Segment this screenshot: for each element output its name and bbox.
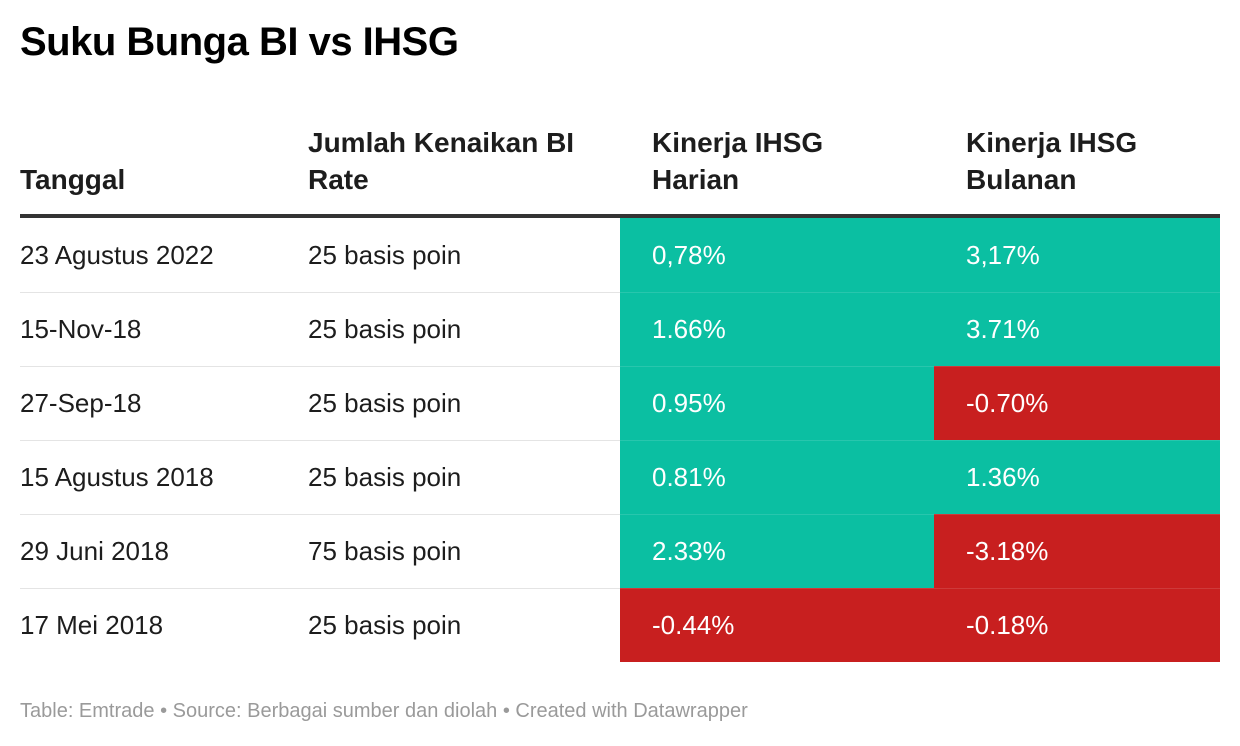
table-row: 17 Mei 2018 25 basis poin -0.44% -0.18% (20, 588, 1220, 662)
cell-kinerja-harian: 2.33% (620, 514, 934, 588)
chart-title: Suku Bunga BI vs IHSG (20, 20, 459, 64)
cell-kinerja-bulanan: -0.18% (934, 588, 1220, 662)
cell-tanggal: 17 Mei 2018 (20, 588, 308, 662)
data-table: Tanggal Jumlah Kenaikan BI Rate Kinerja … (20, 118, 1220, 662)
column-header-kinerja-harian[interactable]: Kinerja IHSG Harian (652, 127, 824, 195)
source-footer: Table: Emtrade • Source: Berbagai sumber… (20, 700, 748, 722)
table-header: Tanggal Jumlah Kenaikan BI Rate Kinerja … (20, 118, 1220, 218)
table-row: 15-Nov-18 25 basis poin 1.66% 3.71% (20, 292, 1220, 366)
cell-kinerja-harian: -0.44% (620, 588, 934, 662)
cell-kenaikan: 25 basis poin (308, 366, 620, 440)
column-header-kenaikan-bi-rate[interactable]: Jumlah Kenaikan BI Rate (308, 127, 575, 195)
cell-kenaikan: 25 basis poin (308, 239, 462, 270)
cell-kinerja-bulanan: 3.71% (934, 292, 1220, 366)
cell-kinerja-harian: 0,78% (620, 218, 934, 292)
cell-kinerja-bulanan: -3.18% (934, 514, 1220, 588)
cell-tanggal: 27-Sep-18 (20, 366, 308, 440)
cell-kinerja-harian: 0.95% (620, 366, 934, 440)
cell-tanggal: 29 Juni 2018 (20, 514, 308, 588)
cell-kinerja-harian: 0.81% (620, 440, 934, 514)
cell-tanggal: 15 Agustus 2018 (20, 440, 308, 514)
column-header-kinerja-bulanan[interactable]: Kinerja IHSG Bulanan (966, 127, 1138, 195)
table-row: 23 Agustus 2022 25 basis poin 0,78% 3,17% (20, 218, 1220, 292)
table-row: 15 Agustus 2018 25 basis poin 0.81% 1.36% (20, 440, 1220, 514)
cell-kinerja-harian: 1.66% (620, 292, 934, 366)
cell-kenaikan: 25 basis poin (308, 440, 620, 514)
column-header-tanggal[interactable]: Tanggal (20, 164, 126, 195)
cell-kinerja-bulanan: -0.70% (934, 366, 1220, 440)
cell-kinerja-bulanan: 1.36% (934, 440, 1220, 514)
table-row: 29 Juni 2018 75 basis poin 2.33% -3.18% (20, 514, 1220, 588)
cell-kenaikan: 25 basis poin (308, 292, 620, 366)
cell-kenaikan: 75 basis poin (308, 514, 620, 588)
cell-kenaikan: 25 basis poin (308, 588, 620, 662)
table-body: 23 Agustus 2022 25 basis poin 0,78% 3,17% 15… (20, 218, 1220, 662)
table-row: 27-Sep-18 25 basis poin 0.95% -0.70% (20, 366, 1220, 440)
cell-tanggal: 23 Agustus 2022 (20, 239, 214, 270)
cell-kinerja-bulanan: 3,17% (934, 218, 1220, 292)
cell-tanggal: 15-Nov-18 (20, 292, 308, 366)
